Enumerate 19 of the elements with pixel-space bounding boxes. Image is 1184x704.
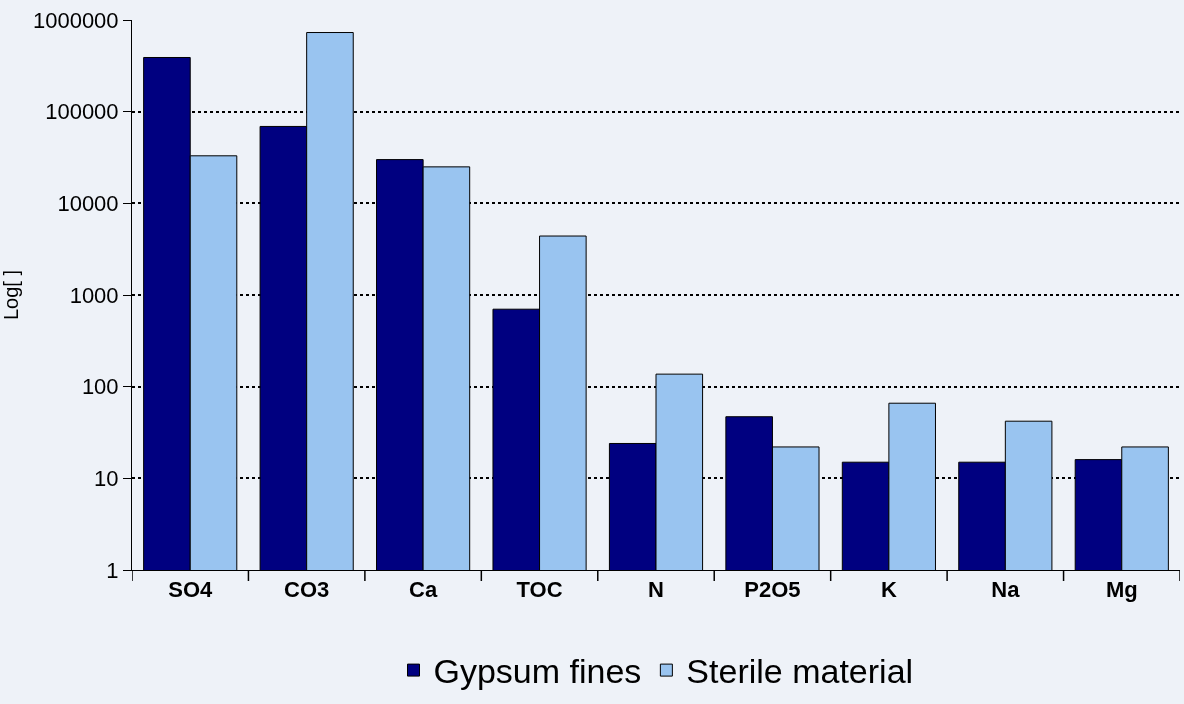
x-tick-label: Na [991,577,1021,603]
y-tick-label: 100000 [45,99,119,125]
y-tick-label: 1000 [69,282,119,308]
x-tick-label: SO4 [168,577,213,603]
x-tick-label: Ca [409,577,438,603]
y-tick-label: 1 [106,557,119,583]
y-tick-label: 100 [81,374,119,400]
x-tick-label: CO3 [284,577,330,603]
y-tick-label: 10 [94,466,119,492]
x-tick-label: Mg [1105,577,1138,603]
y-tick-label: 1000000 [32,7,119,33]
x-tick-label: N [648,577,664,603]
legend-label: Gypsum fines [433,652,642,691]
legend-label: Sterile material [686,652,914,691]
y-axis-title: Log[ ] [0,269,22,321]
y-tick-label: 10000 [57,191,119,217]
x-tick-label: K [880,577,897,603]
x-tick-label: P2O5 [744,577,801,603]
x-tick-label: TOC [516,577,563,603]
